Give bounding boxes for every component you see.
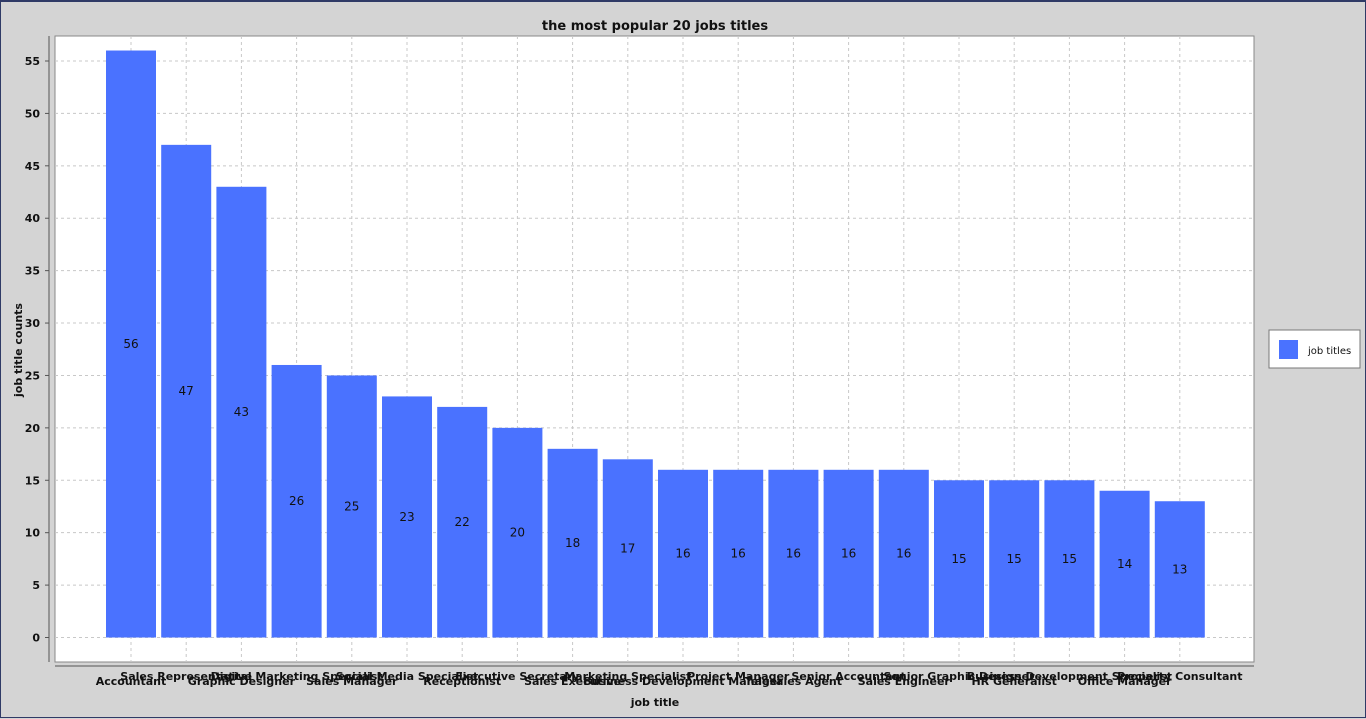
- data-labels-group: 56 47 43 26 25 23 22 20 18 17 16 16 16 16 16 15 15 15 14 13: [123, 337, 1187, 576]
- y-tick-label: 30: [25, 317, 41, 330]
- bar-value-label: 16: [786, 547, 801, 561]
- y-tick-label: 35: [25, 265, 40, 278]
- bar: [823, 469, 874, 638]
- y-tick-label: 0: [32, 632, 40, 645]
- bar: [437, 406, 488, 638]
- x-category-label: Project Manager: [687, 670, 790, 683]
- bar: [658, 469, 708, 638]
- y-tick-label: 10: [25, 527, 41, 540]
- bar: [547, 448, 598, 638]
- y-tick-labels: 0 5 10 15 20 25 30 35 40 45 50 55: [25, 55, 49, 645]
- x-category-label: Business Development Manager: [583, 675, 783, 688]
- x-category-label: HR Generalist: [971, 675, 1056, 688]
- x-category-label: Accountant: [96, 675, 167, 688]
- bar-value-label: 23: [399, 510, 414, 524]
- bar-value-label: 15: [1062, 552, 1077, 566]
- x-category-label: Property Consultant: [1117, 670, 1242, 683]
- bar-value-label: 15: [1007, 552, 1022, 566]
- bar-value-label: 16: [675, 547, 690, 561]
- x-category-label: Receptionist: [423, 675, 501, 688]
- bars-group: [106, 50, 1205, 638]
- bar: [878, 469, 929, 638]
- bar-value-label: 16: [731, 547, 746, 561]
- y-axis-title: job title counts: [12, 303, 25, 398]
- bar-value-label: 20: [510, 526, 525, 540]
- bar: [326, 375, 377, 638]
- legend-label: job titles: [1307, 346, 1351, 357]
- x-category-label: Marketing Specialist: [564, 670, 691, 683]
- y-tick-label: 50: [25, 107, 41, 120]
- x-category-label: Sales Representative: [120, 670, 252, 683]
- bar: [989, 480, 1040, 638]
- x-axis-title: job title: [630, 696, 680, 709]
- bar: [216, 186, 267, 638]
- bar-value-label: 22: [455, 515, 470, 529]
- bar-value-label: 16: [896, 547, 911, 561]
- x-category-label: Social Media Specialist: [336, 670, 478, 683]
- bar: [1099, 490, 1150, 638]
- bar-value-label: 43: [234, 405, 249, 419]
- bar-value-label: 56: [123, 337, 138, 351]
- bar: [106, 50, 156, 638]
- x-category-label: Sales Engineer: [858, 675, 951, 688]
- y-tick-label: 20: [25, 422, 41, 435]
- bar-value-label: 18: [565, 536, 580, 550]
- bar-value-label: 14: [1117, 557, 1132, 571]
- bar-value-label: 26: [289, 494, 304, 508]
- x-category-label: Executive Secretary: [455, 670, 579, 683]
- bar-value-label: 47: [179, 384, 194, 398]
- x-category-label: Senior Accountant: [791, 670, 905, 683]
- bar: [602, 459, 653, 638]
- bar: [161, 144, 212, 638]
- bar: [713, 469, 764, 638]
- bar-value-label: 25: [344, 499, 359, 513]
- x-category-label: Sales Executive: [524, 675, 621, 688]
- y-tick-label: 40: [25, 212, 41, 225]
- bar-value-label: 13: [1172, 562, 1187, 576]
- y-tick-label: 55: [25, 55, 40, 68]
- bar: [1154, 501, 1205, 638]
- y-tick-label: 15: [25, 474, 40, 487]
- x-category-label: Graphic Designer: [188, 675, 296, 688]
- x-category-label: Office Manager: [1078, 675, 1172, 688]
- x-category-label: Telesales Agent: [745, 675, 842, 688]
- bar: [934, 480, 984, 638]
- bar-value-label: 15: [951, 552, 966, 566]
- bar: [492, 427, 543, 638]
- y-tick-label: 5: [32, 579, 40, 592]
- bar-value-label: 16: [841, 547, 856, 561]
- x-category-label: Business Development Specialist: [967, 670, 1172, 683]
- chart-title: the most popular 20 jobs titles: [542, 19, 768, 34]
- bar: [382, 396, 432, 638]
- x-category-label: Senior Graphic Designer: [884, 670, 1036, 683]
- bar-value-label: 17: [620, 541, 635, 555]
- bar: [271, 364, 322, 638]
- bar: [768, 469, 819, 638]
- y-tick-label: 45: [25, 160, 40, 173]
- legend-swatch: [1279, 340, 1298, 359]
- legend: job titles: [1268, 329, 1361, 369]
- x-category-label: Sales Manager: [306, 675, 398, 688]
- bar: [1044, 480, 1095, 638]
- x-category-label: Digital Marketing Specialist: [211, 670, 383, 683]
- y-tick-label: 25: [25, 369, 40, 382]
